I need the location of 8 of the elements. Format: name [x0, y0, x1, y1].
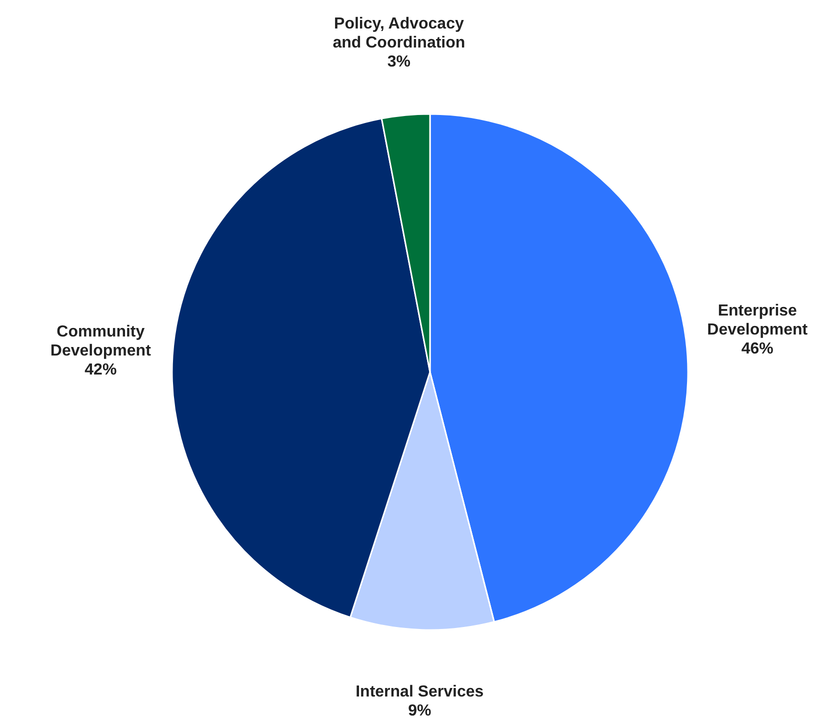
slice-label: Enterprise Development [707, 302, 808, 339]
data-label: 9% [408, 702, 432, 720]
slice-label: Internal Services [356, 684, 484, 701]
slice-label: Community Development [50, 324, 152, 360]
data-label: 46% [741, 340, 774, 358]
data-label: 42% [84, 362, 117, 379]
data-label: 3% [387, 54, 411, 71]
slice-label: Policy, Advocacy and Coordination [332, 16, 466, 52]
